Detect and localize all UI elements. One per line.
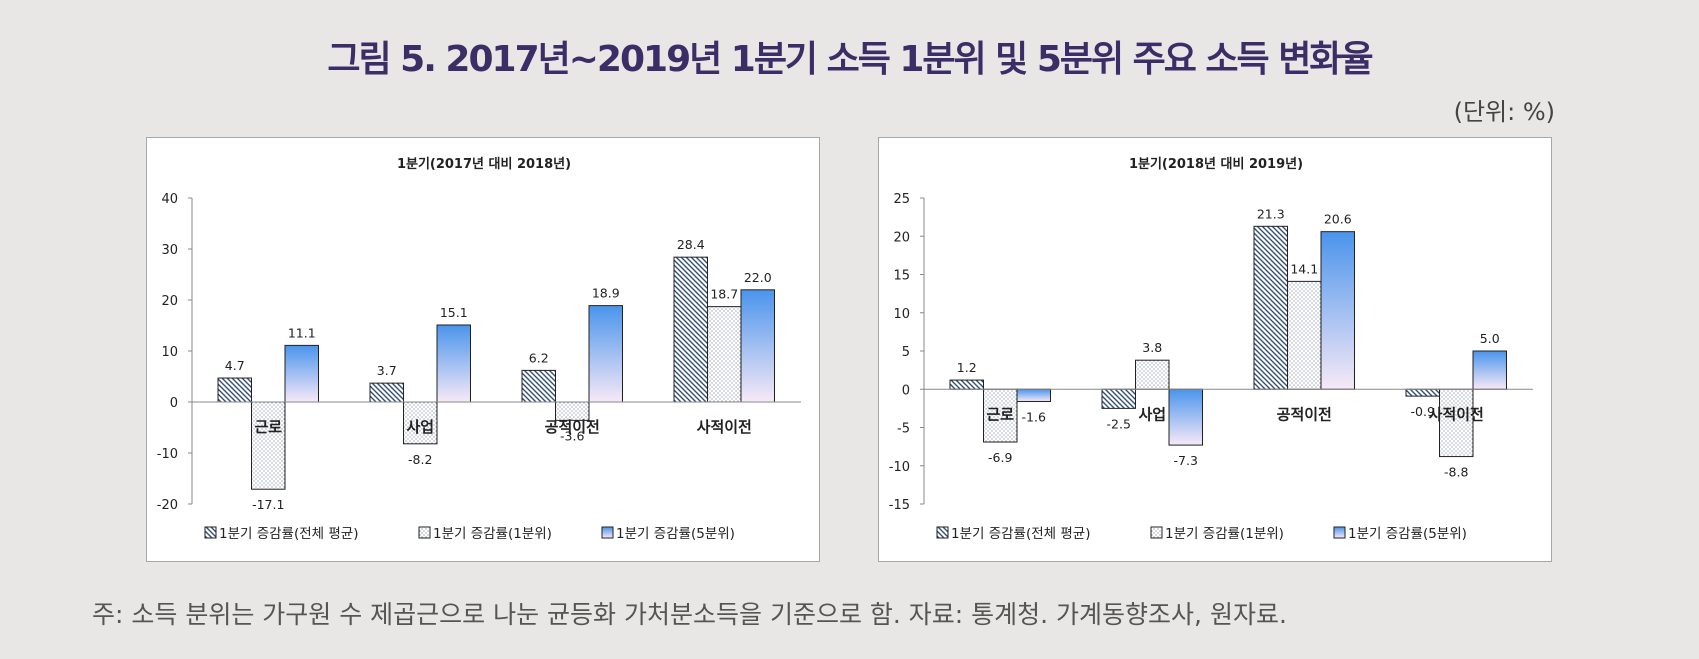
- bar: [1472, 350, 1507, 390]
- data-label: 3.7: [377, 363, 397, 378]
- legend-label: 1분기 증감률(전체 평균): [951, 526, 1091, 542]
- category-label: 공적이전: [1277, 405, 1332, 423]
- data-label: -8.2: [408, 452, 432, 467]
- bar: [1101, 388, 1136, 409]
- y-tick-label: 10: [161, 345, 178, 360]
- source-note: 주: 소득 분위는 가구원 수 제곱근으로 나눈 균등화 가처분소득을 기준으로…: [92, 600, 1287, 629]
- bar: [707, 306, 742, 403]
- data-label: 15.1: [440, 305, 468, 320]
- category-label: 사업: [406, 418, 434, 436]
- legend-label: 1분기 증감률(1분위): [433, 526, 552, 542]
- bar: [1287, 280, 1322, 390]
- bar: [740, 289, 775, 403]
- legend-label: 1분기 증감률(1분위): [1165, 526, 1284, 542]
- data-label: 28.4: [677, 237, 705, 252]
- data-label: 21.3: [1257, 206, 1285, 221]
- data-label: -1.6: [1022, 409, 1046, 424]
- bar: [1016, 388, 1051, 402]
- bar: [949, 379, 984, 390]
- y-tick-label: 40: [161, 192, 178, 207]
- bar: [1135, 359, 1170, 390]
- bar: [1320, 231, 1355, 390]
- chart-2018-svg: 1분기(2017년 대비 2018년) 40 30 20 10 0 -10 -20 4.7 -17…: [157, 157, 801, 542]
- data-label: 18.9: [592, 286, 620, 301]
- chart-panel-2018: 1분기(2017년 대비 2018년) 40 30 20 10 0 -10 -20 4.7 -17…: [146, 137, 820, 562]
- category-label: 근로: [254, 418, 282, 436]
- y-tick-label: -5: [897, 422, 910, 437]
- bar: [1253, 225, 1288, 390]
- bar: [1405, 388, 1440, 397]
- y-tick-label: 25: [893, 192, 910, 207]
- bar: [1168, 388, 1203, 446]
- y-tick-label: 5: [902, 345, 910, 360]
- chart-panel-2019: 1분기(2018년 대비 2019년) 25 20 15 10 5 0 -5 -10 -15 1.2…: [878, 137, 1552, 562]
- category-label: 근로: [986, 405, 1014, 423]
- data-label: -0.9: [1411, 404, 1435, 419]
- category-label: 사적이전: [1429, 405, 1484, 423]
- y-tick-label: 0: [902, 383, 910, 398]
- chart-2019-svg: 1분기(2018년 대비 2019년) 25 20 15 10 5 0 -5 -10 -15 1.2…: [889, 157, 1533, 542]
- y-tick-label: -10: [157, 447, 178, 462]
- legend-label: 1분기 증감률(전체 평균): [219, 526, 359, 542]
- legend-swatch: [1333, 526, 1346, 539]
- y-tick-label: -10: [889, 460, 910, 475]
- data-label: 20.6: [1324, 212, 1352, 227]
- data-label: 11.1: [288, 325, 316, 340]
- legend-swatch: [936, 526, 949, 539]
- legend-swatch: [204, 526, 217, 539]
- legend-swatch: [601, 526, 614, 539]
- figure-title: 그림 5. 2017년~2019년 1분기 소득 1분위 및 5분위 주요 소득…: [327, 39, 1373, 80]
- bar: [436, 324, 471, 403]
- y-tick-label: -15: [889, 498, 910, 513]
- category-label: 사적이전: [697, 418, 752, 436]
- legend-swatch: [1150, 526, 1163, 539]
- bar: [251, 401, 286, 490]
- legend-label: 1분기 증감률(5분위): [1348, 526, 1467, 542]
- bar: [284, 344, 319, 403]
- chart-title: 1분기(2018년 대비 2019년): [1129, 157, 1303, 172]
- data-label: 6.2: [529, 350, 549, 365]
- data-label: 4.7: [225, 358, 245, 373]
- unit-label: (단위: %): [1453, 98, 1555, 126]
- data-label: -3.6: [560, 428, 584, 443]
- bar: [588, 305, 623, 403]
- data-label: 18.7: [710, 287, 738, 302]
- data-label: 5.0: [1480, 331, 1500, 346]
- category-label: 공적이전: [545, 418, 600, 436]
- data-label: -2.5: [1107, 416, 1131, 431]
- y-tick-label: -20: [157, 498, 178, 513]
- bar: [369, 382, 404, 403]
- data-label: 1.2: [957, 360, 977, 375]
- bar: [673, 256, 708, 403]
- bar: [403, 401, 438, 445]
- legend-swatch: [418, 526, 431, 539]
- data-label: 22.0: [744, 270, 772, 285]
- chart-title: 1분기(2017년 대비 2018년): [397, 157, 571, 172]
- y-tick-label: 20: [893, 230, 910, 245]
- y-tick-label: 10: [893, 307, 910, 322]
- legend-label: 1분기 증감률(5분위): [616, 526, 735, 542]
- y-tick-label: 15: [893, 269, 910, 284]
- y-tick-label: 0: [170, 396, 178, 411]
- data-label: 14.1: [1290, 261, 1318, 276]
- data-label: -6.9: [988, 450, 1012, 465]
- bar: [983, 388, 1018, 443]
- data-label: -7.3: [1174, 453, 1198, 468]
- data-label: -17.1: [252, 497, 284, 512]
- bar: [521, 369, 556, 403]
- category-label: 사업: [1138, 405, 1166, 423]
- y-tick-label: 30: [161, 243, 178, 258]
- data-label: -8.8: [1444, 465, 1468, 480]
- data-label: 3.8: [1142, 340, 1162, 355]
- y-tick-label: 20: [161, 294, 178, 309]
- bar: [217, 377, 252, 403]
